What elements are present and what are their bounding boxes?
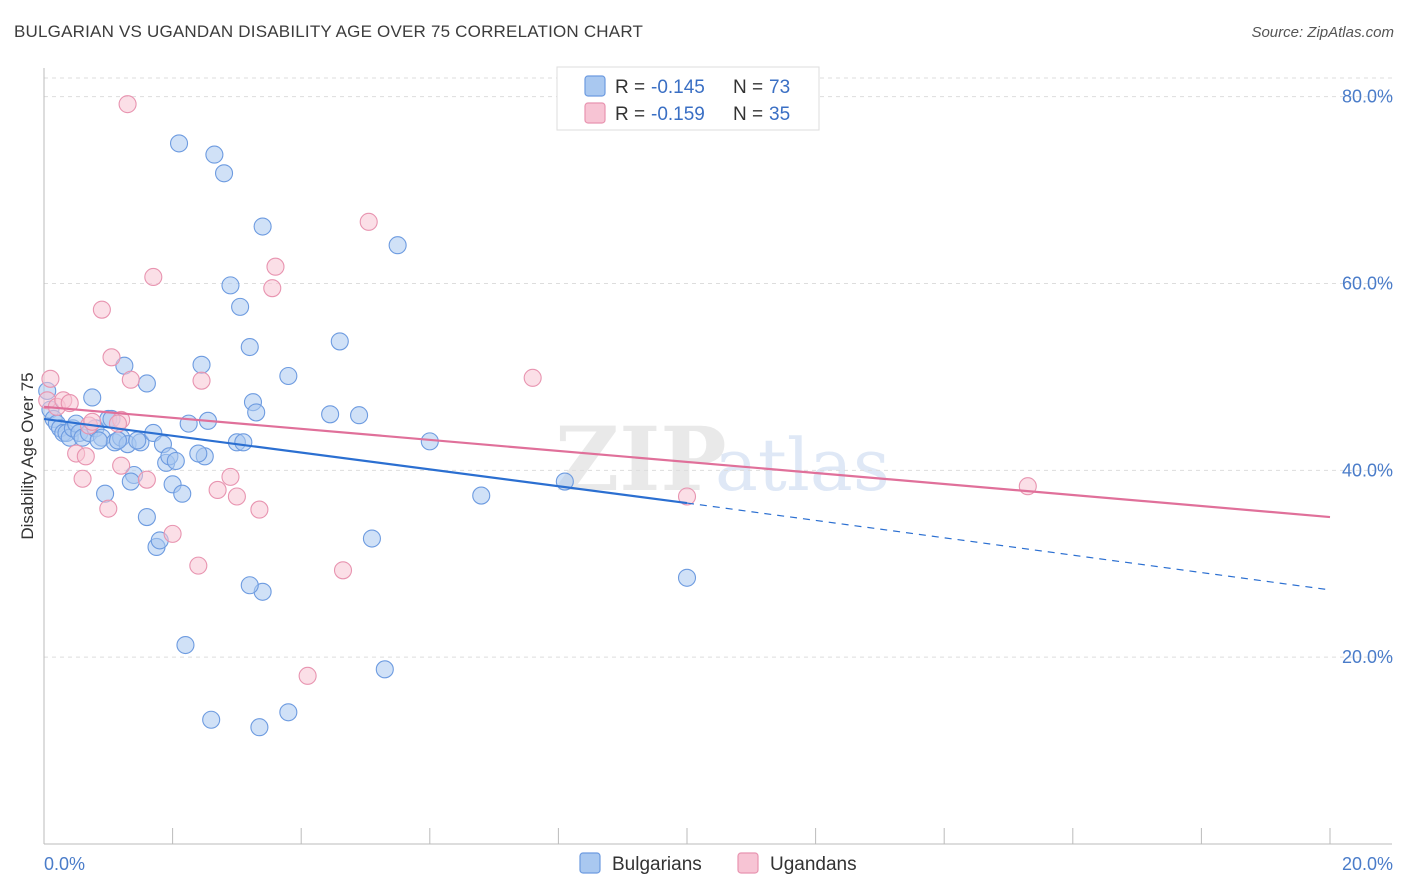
bulgarian-point <box>173 484 192 503</box>
y-tick-label: 40.0% <box>1342 460 1393 480</box>
bulgarian-point <box>234 433 253 452</box>
legend-n-value-1: 73 <box>769 77 790 98</box>
bulgarian-point <box>108 431 127 450</box>
ugandan-point <box>92 300 111 319</box>
bulgarian-point <box>83 388 102 407</box>
bulgarian-point <box>321 405 340 424</box>
ugandan-point <box>298 666 317 685</box>
bulgarian-point <box>279 366 298 386</box>
bulgarian-point <box>362 529 381 548</box>
bulgarian-point <box>250 718 269 737</box>
ugandan-point <box>189 556 208 575</box>
ugandan-point <box>73 469 92 488</box>
bulgarian-point <box>121 472 140 491</box>
points <box>38 95 1037 737</box>
bulgarian-point <box>472 486 491 505</box>
trend-lines <box>43 405 1331 591</box>
bottom-legend-swatch-ugandans <box>737 852 759 874</box>
ugandan-point <box>102 348 121 367</box>
ugandan-point <box>41 369 60 388</box>
x-tick-label: 0.0% <box>44 854 85 874</box>
ugandan-point <box>221 467 240 486</box>
grid <box>44 77 1392 658</box>
bulgarian-point <box>89 431 108 450</box>
ugandan-point <box>60 394 79 413</box>
legend-n-label-1: N = <box>733 77 763 98</box>
bulgarian-trend-extrapolation <box>686 502 1331 591</box>
legend-r-value-1: -0.145 <box>651 77 705 98</box>
bulgarian-point <box>330 332 349 351</box>
bulgarian-point <box>279 703 298 722</box>
y-axis-title: Disability Age Over 75 <box>18 372 37 539</box>
ugandan-point <box>263 279 282 298</box>
ugandan-point <box>227 487 246 506</box>
bulgarian-point <box>253 217 272 236</box>
bulgarian-trend-line <box>43 417 688 505</box>
ugandan-point <box>112 456 131 475</box>
ugandan-point <box>523 368 542 387</box>
bulgarian-point <box>202 710 221 729</box>
bulgarian-point <box>128 431 147 450</box>
bulgarian-point <box>96 484 115 503</box>
legend-r-value-2: -0.159 <box>651 104 705 125</box>
bulgarian-point <box>240 337 259 357</box>
ugandan-point <box>192 371 211 390</box>
legend-r-label-1: R = <box>615 77 645 98</box>
ugandan-point <box>83 412 102 431</box>
bulgarian-point <box>137 374 156 393</box>
bottom-legend-label-bulgarians: Bulgarians <box>612 854 702 875</box>
bulgarian-point <box>388 236 407 255</box>
bulgarian-point <box>169 134 189 153</box>
ugandan-point <box>359 212 378 231</box>
ugandan-point <box>118 95 137 114</box>
x-tick-label: 20.0% <box>1342 854 1393 874</box>
bottom-legend-swatch-bulgarians <box>579 852 601 874</box>
bulgarian-point <box>192 355 211 374</box>
ugandan-point <box>76 447 95 466</box>
legend: R = -0.145 N = 73 R = -0.159 N = 35 <box>556 66 820 131</box>
ugandan-point <box>144 267 163 287</box>
chart-title: BULGARIAN VS UGANDAN DISABILITY AGE OVER… <box>14 22 644 41</box>
axes: 20.0% 40.0% 60.0% 80.0% 0.0% 20.0% <box>43 68 1393 874</box>
legend-swatch-bulgarians <box>584 75 606 97</box>
ugandan-point <box>163 524 182 543</box>
bulgarian-point <box>240 576 259 595</box>
bulgarian-point <box>166 451 185 471</box>
bottom-legend: Bulgarians Ugandans <box>579 852 857 875</box>
bulgarian-point <box>375 660 394 679</box>
y-tick-label: 60.0% <box>1342 274 1393 294</box>
bulgarian-point <box>231 297 250 316</box>
bulgarian-point <box>221 276 240 295</box>
ugandan-point <box>121 370 140 389</box>
bottom-legend-label-ugandans: Ugandans <box>770 854 857 875</box>
ugandan-trend-line <box>43 405 1331 519</box>
bulgarian-point <box>350 406 369 425</box>
bulgarian-point <box>137 507 156 527</box>
source-label: Source: ZipAtlas.com <box>1251 24 1394 41</box>
ugandan-point <box>99 499 118 518</box>
y-tick-label: 20.0% <box>1342 647 1393 667</box>
legend-n-value-2: 35 <box>769 104 790 125</box>
ugandan-point <box>333 561 353 580</box>
bulgarian-point <box>247 403 266 422</box>
ugandan-point <box>250 500 269 519</box>
legend-n-label-2: N = <box>733 104 763 125</box>
bulgarian-point <box>189 444 208 463</box>
ugandan-point <box>677 487 697 506</box>
watermark-atlas: atlas <box>715 423 890 507</box>
bulgarian-point <box>677 568 697 587</box>
bulgarian-point <box>176 635 195 655</box>
ugandan-point <box>137 470 156 489</box>
ugandan-point <box>266 257 285 276</box>
legend-r-label-2: R = <box>615 104 645 125</box>
bulgarian-point <box>214 164 234 183</box>
legend-swatch-ugandans <box>584 102 606 124</box>
y-tick-label: 80.0% <box>1342 87 1393 107</box>
bulgarian-point <box>205 145 224 164</box>
ugandan-point <box>208 480 227 500</box>
